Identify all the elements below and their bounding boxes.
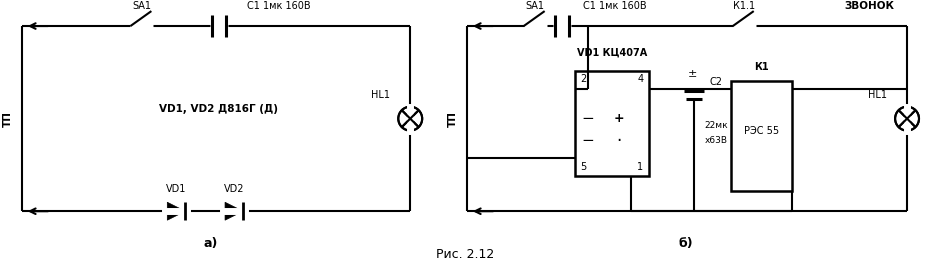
Bar <box>574 71 649 176</box>
Text: VD1, VD2 Д816Г (Д): VD1, VD2 Д816Г (Д) <box>159 104 277 114</box>
Text: SA1: SA1 <box>524 1 544 11</box>
Text: 5: 5 <box>580 163 586 173</box>
Text: 1: 1 <box>637 163 642 173</box>
Text: ·: · <box>615 132 621 150</box>
Text: −: − <box>580 133 593 148</box>
Text: ±: ± <box>687 69 696 79</box>
Text: 22мк: 22мк <box>703 121 727 130</box>
Text: ТП: ТП <box>447 111 458 127</box>
Text: SA1: SA1 <box>132 1 150 11</box>
Text: х63В: х63В <box>703 136 727 145</box>
Text: а): а) <box>204 237 218 250</box>
Text: К1.1: К1.1 <box>732 1 754 11</box>
Text: VD1 КЦ407А: VD1 КЦ407А <box>576 48 646 58</box>
Text: ТП: ТП <box>3 111 13 127</box>
Text: HL1: HL1 <box>370 90 390 100</box>
Text: С2: С2 <box>709 77 722 87</box>
Text: 2: 2 <box>580 74 586 84</box>
Polygon shape <box>225 202 243 220</box>
Text: С1 1мк 160В: С1 1мк 160В <box>582 1 646 11</box>
Text: VD2: VD2 <box>224 184 244 194</box>
Text: 4: 4 <box>637 74 642 84</box>
Text: HL1: HL1 <box>867 90 885 100</box>
Text: −: − <box>580 111 593 126</box>
Text: б): б) <box>678 237 692 250</box>
Polygon shape <box>167 202 185 220</box>
Text: С1 1мк 160В: С1 1мк 160В <box>247 1 310 11</box>
Text: РЭС 55: РЭС 55 <box>742 126 778 136</box>
Text: ЗВОНОК: ЗВОНОК <box>844 1 894 11</box>
Bar <box>730 81 791 191</box>
Text: +: + <box>612 112 624 125</box>
Text: К1: К1 <box>754 62 767 72</box>
Text: Рис. 2.12: Рис. 2.12 <box>435 247 494 261</box>
Text: VD1: VD1 <box>166 184 187 194</box>
